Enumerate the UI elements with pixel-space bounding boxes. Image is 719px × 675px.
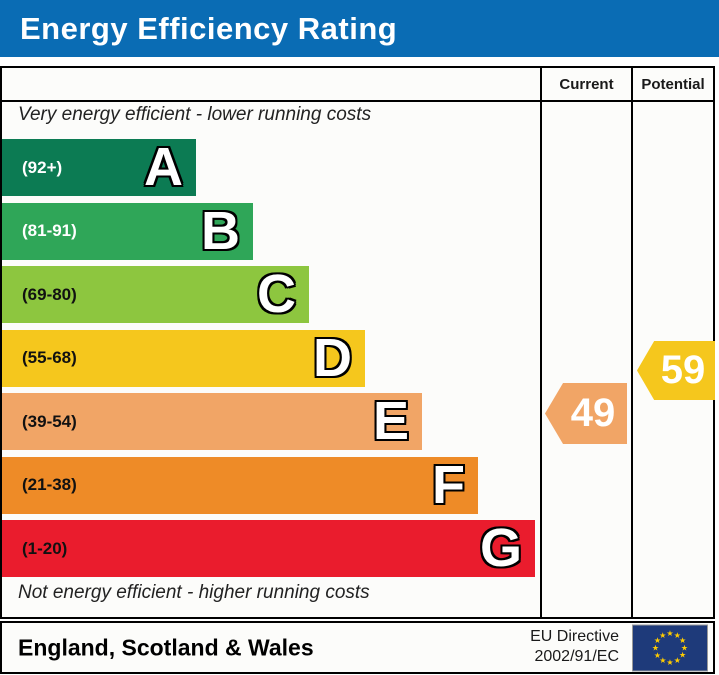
current-column-header: Current [559,75,614,93]
band-row-E: (39-54) E [2,393,422,450]
potential-column-header: Potential [641,75,705,93]
band-row-A: (92+) A [2,139,196,196]
band-range-label: (21-38) [22,475,77,494]
current-column-divider [540,68,542,617]
svg-text:★: ★ [652,643,659,652]
eu-directive-label: EU Directive 2002/91/EC [530,627,619,669]
potential-rating-arrow: 59 [637,341,715,400]
svg-text:★: ★ [659,630,666,639]
band-row-G: (1-20) G [2,520,535,577]
band-row-B: (81-91) B [2,200,253,261]
page-title: Energy Efficiency Rating [20,10,398,46]
band-range-label: (81-91) [22,221,77,240]
potential-rating-value: 59 [660,348,706,392]
svg-text:★: ★ [674,630,681,639]
rating-table: Current Potential Very energy efficient … [0,66,715,619]
band-letter: B [201,200,240,261]
band-letter: G [479,518,522,578]
eu-directive-line2: 2002/91/EC [534,648,619,666]
band-letter: F [432,454,465,515]
band-range-label: (1-20) [22,538,68,558]
band-range-label: (55-68) [22,348,77,367]
band-row-C: (69-80) C [2,266,309,323]
band-letter: A [144,137,183,197]
eu-flag-icon: ★ ★★★★★★★★★★★ [632,624,708,671]
region-label: England, Scotland & Wales [18,634,314,660]
svg-text:★: ★ [674,656,681,665]
current-rating-arrow: 49 [545,383,627,444]
svg-text:★: ★ [659,656,666,665]
bottom-note: Not energy efficient - higher running co… [18,582,370,603]
svg-text:★: ★ [681,643,688,652]
svg-text:★: ★ [679,650,686,659]
header-divider [2,100,713,102]
svg-text:★: ★ [666,629,673,638]
svg-text:★: ★ [666,658,673,667]
band-row-D: (55-68) D [2,327,365,388]
band-row-F: (21-38) F [2,454,478,515]
eu-directive-line1: EU Directive [530,627,619,645]
top-note: Very energy efficient - lower running co… [18,104,372,125]
potential-column-divider [631,68,633,617]
band-range-label: (69-80) [22,284,77,304]
footer-bar: England, Scotland & Wales EU Directive 2… [0,621,715,674]
band-letter: C [257,264,296,324]
band-range-label: (39-54) [22,411,77,431]
band-letter: D [313,327,352,388]
title-bar: Energy Efficiency Rating [0,0,719,57]
svg-text:★: ★ [654,650,661,659]
svg-text:★: ★ [679,636,686,645]
svg-text:★: ★ [654,636,661,645]
band-letter: E [372,391,409,451]
current-rating-value: 49 [570,391,616,435]
band-range-label: (92+) [22,157,63,177]
